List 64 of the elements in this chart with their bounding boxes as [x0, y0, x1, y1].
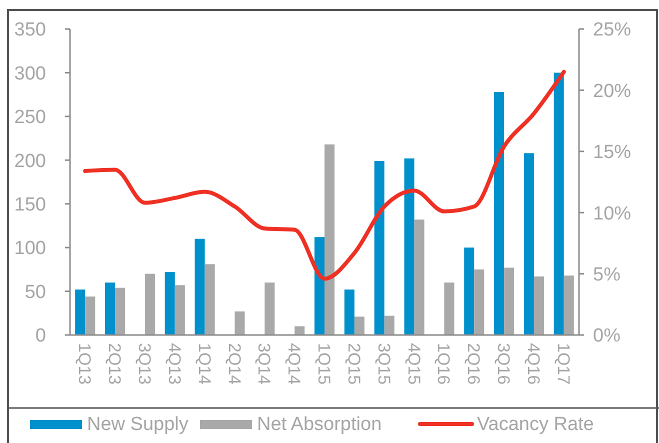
- legend-label: Vacancy Rate: [477, 414, 594, 435]
- x-tick-label: 1Q17: [554, 343, 573, 385]
- bar: [564, 276, 574, 335]
- bar: [384, 316, 394, 335]
- line-series: [83, 70, 566, 281]
- x-tick-label: 1Q14: [194, 343, 214, 385]
- y2-tick-label: 0%: [593, 326, 621, 347]
- x-tick-label: 2Q13: [105, 343, 124, 385]
- bar: [174, 285, 185, 335]
- bar: [234, 311, 245, 335]
- y-tick-label: 300: [14, 63, 46, 84]
- x-tick-label: 2Q15: [344, 343, 364, 385]
- legend-label: Net Absorption: [257, 414, 382, 435]
- bar: [144, 274, 155, 335]
- x-tick-label: 1Q16: [434, 343, 454, 385]
- bar: [374, 161, 384, 335]
- bar: [314, 237, 324, 335]
- y-tick-label: 200: [14, 150, 46, 172]
- bar: [75, 290, 86, 335]
- x-tick-label: 3Q16: [494, 343, 514, 385]
- y2-tick-label: 15%: [593, 142, 632, 164]
- x-tick-label: 4Q15: [404, 343, 424, 385]
- bar: [204, 264, 215, 335]
- x-tick-label: 1Q15: [314, 343, 334, 385]
- bar: [294, 326, 305, 335]
- y-tick-label: 150: [14, 194, 46, 216]
- x-tick-label: 3Q15: [374, 343, 394, 385]
- legend-label: New Supply: [87, 414, 189, 435]
- bar: [524, 153, 534, 335]
- y2-tick-label: 20%: [593, 80, 632, 102]
- bar: [115, 288, 126, 335]
- x-tick-label: 4Q14: [284, 343, 304, 385]
- y-tick-label: 350: [14, 20, 46, 41]
- x-tick-label: 2Q14: [224, 343, 244, 385]
- y2-tick-label: 5%: [593, 264, 621, 286]
- x-tick-label: 3Q14: [254, 343, 274, 385]
- bar: [264, 282, 275, 335]
- y-tick-label: 100: [14, 238, 46, 260]
- bar: [404, 158, 414, 335]
- bar: [464, 248, 474, 335]
- bar: [344, 290, 354, 335]
- bar: [164, 272, 175, 335]
- x-tick-label: 4Q16: [524, 343, 544, 385]
- bar: [474, 269, 484, 335]
- y-tick-label: 50: [24, 282, 46, 303]
- y2-tick-label: 25%: [593, 20, 632, 41]
- bar: [534, 276, 544, 335]
- y2-tick-label: 10%: [593, 203, 632, 224]
- x-tick-label: 2Q16: [464, 343, 484, 385]
- bar: [324, 144, 335, 335]
- bar: [354, 316, 364, 335]
- x-tick-label: 4Q13: [164, 343, 184, 385]
- bar: [444, 282, 454, 335]
- x-tick-label: 3Q13: [135, 343, 154, 385]
- y-tick-label: 0: [35, 326, 46, 347]
- bar: [494, 92, 504, 335]
- y-tick-label: 250: [14, 107, 46, 128]
- bar: [504, 268, 514, 335]
- bar: [414, 220, 424, 335]
- bar: [85, 296, 96, 335]
- bar: [194, 238, 205, 335]
- bar: [105, 282, 116, 335]
- bar: [554, 72, 564, 335]
- x-tick-label: 1Q13: [75, 343, 94, 385]
